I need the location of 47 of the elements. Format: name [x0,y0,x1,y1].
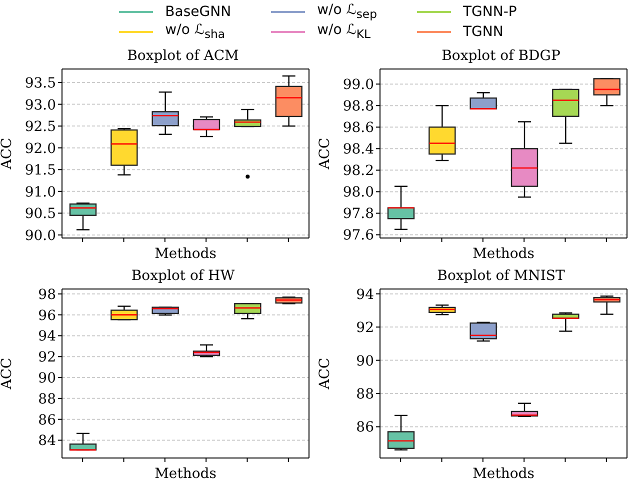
y-tick-label: 98.4 [342,142,374,158]
y-tick-label: 94 [356,286,374,303]
chart-title: Boxplot of BDGP [440,48,562,64]
y-axis-title: ACC [316,358,333,390]
y-axis-title: ACC [0,358,15,390]
chart-title: Boxplot of ACM [126,48,240,64]
legend-label: TGNN-P [462,3,517,22]
y-tick-label: 90 [38,370,56,386]
chart-title: Boxplot of HW [130,268,236,284]
y-tick-label: 90 [356,353,374,370]
y-tick-label: 90.5 [24,206,56,222]
legend-label: BaseGNN [165,3,232,22]
y-tick-label: 84 [38,433,56,450]
y-tick-label: 98 [38,286,56,303]
y-axis-title: ACC [0,138,15,170]
y-tick-label: 97.8 [342,206,374,222]
x-axis-title: Methods [472,246,534,262]
y-tick-label: 98.0 [342,184,374,201]
y-tick-label: 86 [356,420,374,436]
y-tick-label: 98.2 [342,163,374,180]
y-tick-label: 96 [38,308,56,324]
x-axis-title: Methods [472,466,534,481]
x-axis-title: Methods [154,466,216,481]
legend-label: w/o ℒ$_{sep}$ [317,1,377,23]
y-tick-label: 90.0 [24,228,56,244]
y-tick-label: 99.0 [342,77,374,94]
legend-label: w/o ℒ$_{KL}$ [317,21,370,43]
y-tick-label: 86 [38,412,56,428]
y-tick-label: 94 [38,328,56,345]
y-tick-label: 92.0 [24,140,56,157]
y-tick-label: 97.6 [342,228,374,244]
legend-label: TGNN [462,23,504,42]
y-tick-label: 88 [38,391,56,408]
y-tick-label: 98.8 [342,98,374,115]
y-tick-label: 98.6 [342,120,374,136]
y-tick-label: 91.5 [24,162,56,179]
y-tick-label: 91.0 [24,184,56,200]
y-tick-label: 88 [356,386,374,402]
y-tick-label: 92 [356,320,374,336]
legend-label: w/o ℒ$_{sha}$ [165,21,226,43]
chart-title: Boxplot of MNIST [436,268,566,284]
y-tick-label: 92.5 [24,119,56,136]
y-tick-label: 92 [38,350,56,366]
y-tick-label: 93.5 [24,75,56,92]
y-tick-label: 93.0 [24,97,56,114]
x-axis-title: Methods [154,246,216,262]
y-axis-title: ACC [316,138,333,170]
